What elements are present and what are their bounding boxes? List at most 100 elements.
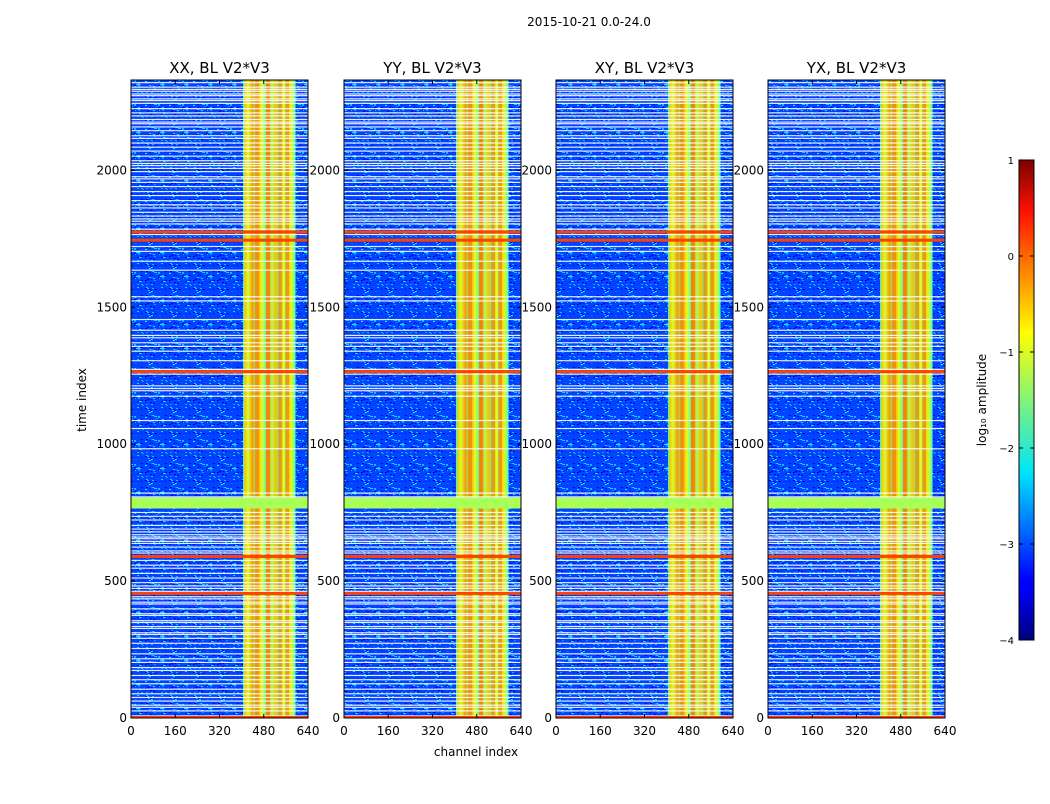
flagged-row — [344, 642, 521, 644]
flagged-row — [131, 350, 308, 352]
flagged-row — [131, 710, 308, 712]
flagged-row — [131, 142, 308, 144]
x-tick-label: 480 — [677, 724, 700, 738]
flagged-row — [131, 552, 308, 554]
flagged-row — [768, 598, 945, 600]
flagged-row — [768, 633, 945, 636]
flagged-row — [344, 260, 521, 262]
flagged-row — [344, 300, 521, 302]
flagged-row — [131, 296, 308, 298]
flagged-row — [556, 496, 733, 498]
flagged-row — [556, 160, 733, 162]
flagged-row — [556, 329, 733, 331]
flagged-row — [556, 269, 733, 271]
flagged-row — [556, 102, 733, 104]
heatmap-image — [131, 80, 308, 718]
flagged-row — [131, 519, 308, 521]
flagged-row — [768, 661, 945, 663]
flagged-row — [131, 360, 308, 362]
heatmap-panel: XX, BL V2*V3 0 160 320 480 640 0 500 1000 1500 200… — [96, 59, 319, 738]
flagged-row — [556, 542, 733, 545]
flagged-row — [344, 194, 521, 197]
flagged-row — [556, 300, 733, 302]
flagged-row — [344, 519, 521, 521]
flagged-row — [556, 167, 733, 170]
flagged-row — [768, 559, 945, 561]
hot-row — [344, 238, 521, 242]
flagged-row — [344, 679, 521, 681]
flagged-row — [131, 102, 308, 104]
hot-row — [556, 230, 733, 234]
flagged-row — [768, 582, 945, 584]
flagged-row — [131, 220, 308, 222]
flagged-row — [556, 536, 733, 538]
flagged-row — [131, 590, 308, 592]
hot-row — [131, 370, 308, 374]
flagged-row — [556, 564, 733, 566]
y-tick-label: 1000 — [733, 437, 764, 451]
y-tick-label: 2000 — [733, 163, 764, 177]
flagged-row — [556, 679, 733, 681]
flagged-row — [768, 137, 945, 139]
flagged-row — [556, 360, 733, 362]
flagged-row — [556, 228, 733, 230]
flagged-row — [344, 130, 521, 132]
flagged-row — [344, 585, 521, 587]
flagged-row — [344, 531, 521, 533]
flagged-row — [768, 515, 945, 517]
flagged-row — [344, 540, 521, 543]
flagged-row — [768, 345, 945, 347]
flagged-row — [131, 207, 308, 209]
flagged-row — [556, 112, 733, 114]
flagged-row — [131, 550, 308, 552]
flagged-row — [768, 550, 945, 552]
flagged-row — [768, 142, 945, 144]
flagged-row — [768, 178, 945, 180]
flagged-row — [131, 334, 308, 336]
flagged-row — [344, 627, 521, 630]
flagged-row — [556, 531, 733, 533]
flagged-row — [344, 603, 521, 605]
flagged-row — [768, 115, 945, 117]
hot-row — [131, 230, 308, 234]
flagged-row — [556, 200, 733, 202]
flagged-row — [768, 260, 945, 262]
flagged-row — [768, 218, 945, 220]
flagged-row — [768, 567, 945, 569]
flagged-row — [768, 693, 945, 695]
flagged-row — [344, 700, 521, 702]
flagged-row — [768, 585, 945, 587]
flagged-row — [556, 142, 733, 144]
flagged-row — [344, 126, 521, 128]
flagged-row — [344, 669, 521, 672]
flagged-row — [768, 98, 945, 100]
flagged-row — [556, 550, 733, 552]
panel-title: XX, BL V2*V3 — [169, 59, 270, 77]
flagged-block — [131, 497, 308, 509]
y-tick-label: 0 — [544, 711, 552, 725]
flagged-row — [344, 318, 521, 321]
flagged-row — [131, 683, 308, 685]
flagged-row — [768, 190, 945, 193]
y-tick-label: 500 — [104, 574, 127, 588]
channel-stripe — [915, 80, 920, 718]
flagged-row — [556, 115, 733, 117]
flagged-row — [768, 215, 945, 217]
flagged-row — [344, 150, 521, 152]
flagged-row — [768, 90, 945, 92]
flagged-row — [344, 492, 521, 494]
flagged-row — [131, 342, 308, 344]
flagged-row — [131, 666, 308, 669]
flagged-row — [344, 598, 521, 600]
flagged-row — [131, 250, 308, 252]
flagged-row — [131, 706, 308, 708]
flagged-row — [556, 207, 733, 209]
flagged-row — [131, 621, 308, 624]
flagged-row — [131, 601, 308, 603]
flagged-row — [768, 135, 945, 137]
flagged-row — [556, 540, 733, 543]
flagged-row — [131, 130, 308, 132]
flagged-row — [768, 88, 945, 90]
flagged-row — [556, 620, 733, 622]
flagged-row — [131, 194, 308, 197]
